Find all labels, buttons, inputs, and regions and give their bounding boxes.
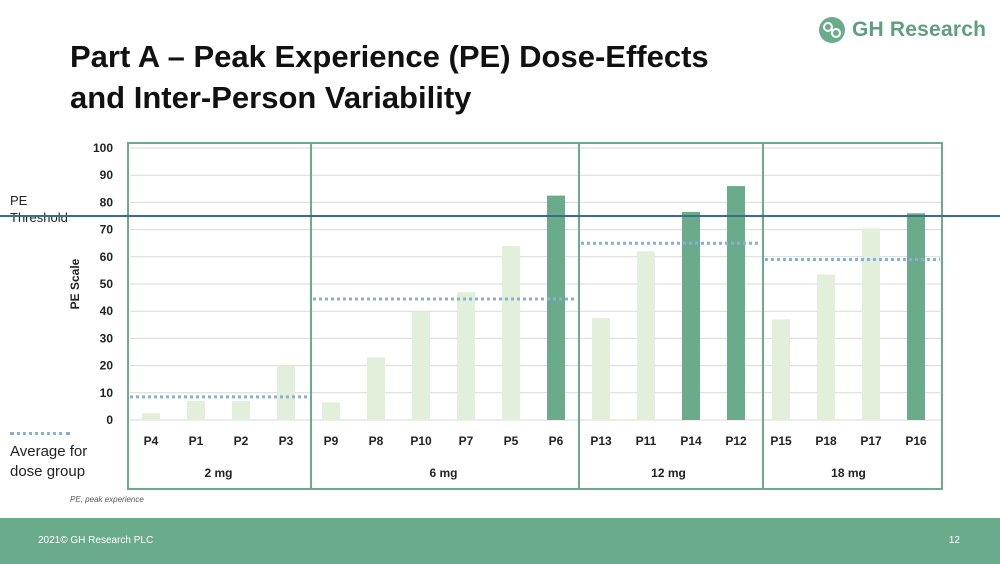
x-tick-label: P6 — [549, 434, 564, 448]
x-tick-label: P12 — [725, 434, 747, 448]
bar-p16 — [907, 213, 925, 420]
x-tick-label: P1 — [189, 434, 204, 448]
x-tick-label: P4 — [144, 434, 159, 448]
average-legend-swatch — [10, 432, 70, 435]
y-tick-label: 0 — [106, 413, 113, 427]
company-logo: GH Research — [818, 12, 986, 48]
dose-group-frame — [310, 142, 580, 490]
pe-dose-chart: 0 10 20 30 40 50 60 70 80 90 100 PE Scale P4 P1 P2 P3 2 … — [0, 141, 1000, 490]
dose-group-frame — [762, 142, 943, 490]
x-tick-label: P11 — [636, 434, 657, 448]
logo-text: GH Research — [852, 18, 987, 41]
slide-title-line-1: Part A – Peak Experience (PE) Dose-Effec… — [70, 39, 709, 74]
bar-p5 — [502, 245, 520, 420]
bar-p17 — [862, 228, 880, 420]
x-tick-label: P7 — [459, 434, 474, 448]
bar-p2 — [232, 400, 250, 420]
y-tick-label: 60 — [100, 250, 114, 264]
y-tick-label: 70 — [100, 223, 114, 237]
y-tick-label: 90 — [100, 168, 114, 182]
logo-mark-icon — [819, 17, 845, 43]
y-tick-label: 80 — [100, 195, 114, 209]
y-tick-label: 40 — [100, 304, 114, 318]
x-tick-label: P17 — [860, 434, 882, 448]
dose-group-label: 12 mg — [651, 466, 686, 480]
y-axis-label: PE Scale — [68, 258, 82, 309]
average-legend-line-2: dose group — [10, 463, 86, 480]
x-tick-label: P18 — [815, 434, 837, 448]
x-tick-label: P8 — [369, 434, 384, 448]
x-tick-label: P10 — [410, 434, 432, 448]
y-tick-label: 30 — [100, 331, 114, 345]
bar-p9 — [322, 402, 340, 420]
threshold-label-line-1: PE — [10, 193, 28, 208]
page-number: 12 — [948, 535, 960, 546]
bar-p7 — [457, 292, 475, 420]
dose-group-label: 2 mg — [204, 466, 232, 480]
bar-p13 — [592, 318, 610, 420]
bar-p3 — [277, 365, 295, 420]
bar-p11 — [637, 251, 655, 420]
y-tick-label: 20 — [100, 359, 114, 373]
threshold-label: PE Threshold — [10, 192, 68, 226]
bar-p1 — [187, 400, 205, 420]
x-tick-label: P16 — [905, 434, 927, 448]
x-tick-label: P3 — [279, 434, 294, 448]
bar-p4 — [142, 413, 160, 420]
x-tick-label: P13 — [590, 434, 612, 448]
footer-bar: 2021© GH Research PLC 12 — [0, 518, 1000, 564]
bar-p6 — [547, 195, 565, 420]
dose-group-label: 6 mg — [429, 466, 457, 480]
bar-p12 — [727, 186, 745, 420]
y-tick-label: 100 — [93, 141, 113, 155]
average-legend-label: Average for dose group — [10, 442, 87, 482]
x-tick-label: P5 — [504, 434, 519, 448]
footer-copyright: 2021© GH Research PLC — [38, 535, 154, 546]
threshold-label-line-2: Threshold — [10, 210, 68, 225]
bar-p14 — [682, 211, 700, 420]
x-tick-label: P2 — [234, 434, 249, 448]
dose-group-label: 18 mg — [831, 466, 866, 480]
bar-p10 — [412, 311, 430, 420]
x-tick-label: P9 — [324, 434, 339, 448]
slide-title: Part A – Peak Experience (PE) Dose-Effec… — [70, 36, 790, 118]
x-tick-label: P14 — [680, 434, 702, 448]
slide-title-line-2: and Inter-Person Variability — [70, 80, 472, 115]
bar-p8 — [367, 357, 385, 420]
footnote: PE, peak experience — [70, 495, 144, 504]
bar-p15 — [772, 319, 790, 420]
average-legend-line-1: Average for — [10, 443, 88, 460]
bar-p18 — [817, 274, 835, 420]
x-tick-label: P15 — [770, 434, 792, 448]
y-tick-label: 50 — [100, 277, 114, 291]
y-tick-label: 10 — [100, 386, 114, 400]
